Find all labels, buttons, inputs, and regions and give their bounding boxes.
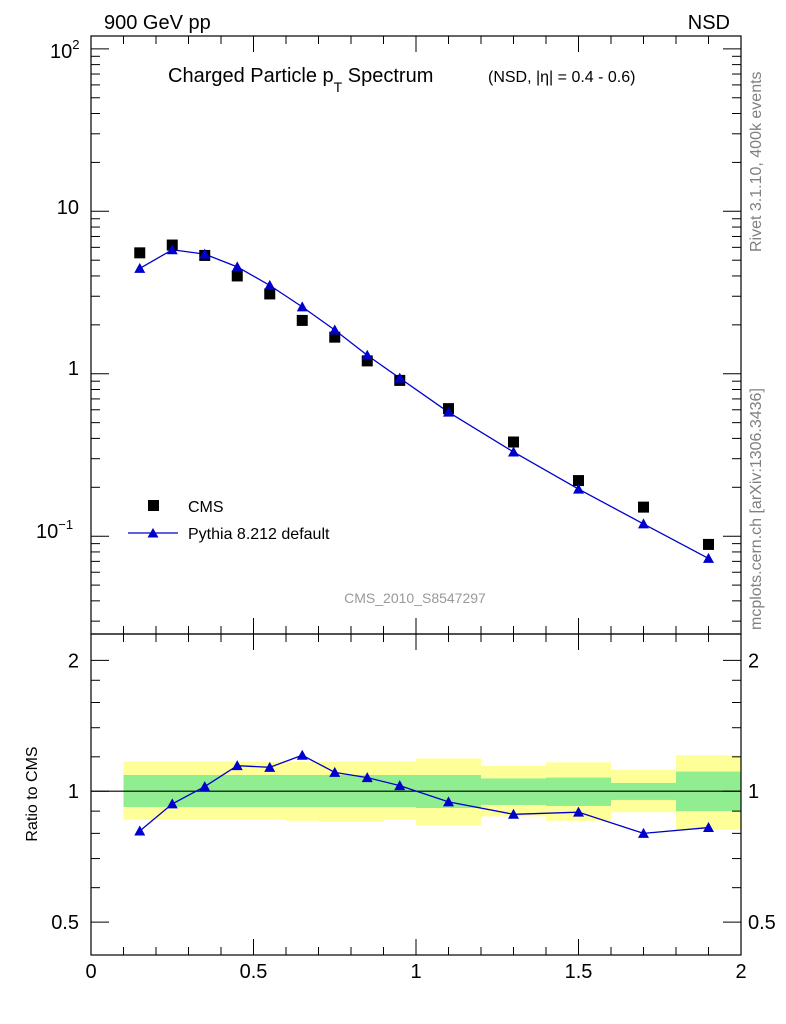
title-main: Charged Particle p — [168, 65, 334, 87]
legend-cms-label: CMS — [188, 499, 224, 516]
pythia-line — [139, 249, 709, 559]
title-subscript: T — [334, 79, 343, 95]
cms-point — [264, 288, 276, 300]
cms-point — [231, 270, 243, 282]
xtick-label: 1.5 — [565, 961, 593, 983]
xtick-label: 0.5 — [240, 961, 268, 983]
legend-pythia-label: Pythia 8.212 default — [188, 526, 330, 543]
legend: CMS Pythia 8.212 default — [128, 499, 330, 543]
ratio-point — [166, 798, 178, 809]
ratio-point — [231, 760, 243, 771]
cms-point — [361, 355, 373, 367]
legend-cms-marker — [148, 500, 159, 511]
ratio-point — [443, 796, 454, 807]
rivet-version-text: Rivet 3.1.10, 400k events — [748, 71, 765, 252]
ratio-data-layer — [134, 749, 714, 838]
ratio-ylabel: Ratio to CMS — [24, 746, 41, 841]
ratio-panel: Ratio to CMS 0.5 0.5 1 1 2 2 0 0.5 1 1.5 2 — [24, 633, 776, 983]
main-frame — [90, 35, 742, 635]
cms-point — [703, 538, 714, 550]
pythia-point — [573, 483, 584, 494]
ratio-point — [703, 822, 714, 833]
pythia-point — [264, 279, 276, 290]
header-right-label: NSD — [688, 12, 730, 34]
ratio-ytick-label-right: 1 — [748, 781, 759, 803]
main-axis-ticks — [90, 36, 742, 634]
ratio-point — [134, 825, 146, 836]
xtick-label: 1 — [410, 961, 421, 983]
ratio-point — [361, 772, 373, 783]
pythia-point — [394, 372, 406, 383]
cms-point — [573, 475, 584, 487]
ratio-ytick-label-left: 2 — [68, 650, 79, 672]
title-tail: Spectrum — [342, 65, 433, 87]
header-left-label: 900 GeV pp — [104, 12, 211, 34]
ytick-label-100: 102 — [50, 37, 79, 63]
pythia-point — [329, 324, 341, 335]
ratio-ytick-label-right: 0.5 — [748, 912, 776, 934]
pythia-point — [296, 301, 308, 312]
ratio-frame — [90, 633, 742, 956]
ratio-ytick-label-right: 2 — [748, 650, 759, 672]
ratio-point — [329, 766, 341, 777]
cms-point — [329, 331, 341, 343]
source-text: mcplots.cern.ch [arXiv:1306.3436] — [748, 388, 765, 630]
ratio-line — [139, 754, 709, 835]
ratio-point — [573, 806, 584, 817]
ratio-uncertainty-bands — [123, 755, 741, 830]
ratio-point — [264, 761, 276, 772]
pythia-point — [231, 261, 243, 272]
pythia-point — [166, 244, 178, 255]
cms-point — [638, 501, 649, 513]
ratio-point — [394, 780, 406, 791]
ratio-tick-labels: 0.5 0.5 1 1 2 2 0 0.5 1 1.5 2 — [51, 650, 776, 983]
ytick-label-0.1: 10−1 — [36, 517, 73, 543]
cms-point — [508, 436, 519, 448]
ratio-axis-ticks — [90, 634, 742, 955]
cms-point — [134, 247, 146, 259]
legend-pythia-marker — [147, 528, 159, 538]
analysis-watermark: CMS_2010_S8547297 — [344, 590, 486, 606]
ratio-ytick-label-left: 1 — [68, 781, 79, 803]
chart-title: Charged Particle pT Spectrum — [168, 65, 433, 95]
main-panel: Charged Particle pT Spectrum (NSD, |η| =… — [36, 35, 742, 635]
pythia-point — [638, 518, 649, 529]
pythia-point — [508, 446, 519, 457]
main-data-layer — [134, 239, 714, 563]
ytick-label-10: 10 — [57, 197, 79, 219]
pythia-point — [199, 248, 211, 259]
ratio-point — [638, 827, 649, 838]
xtick-label: 0 — [85, 961, 96, 983]
xtick-label: 2 — [735, 961, 746, 983]
pythia-point — [361, 349, 373, 360]
pythia-point — [443, 406, 454, 417]
cms-point — [296, 314, 308, 326]
chart-subtitle: (NSD, |η| = 0.4 - 0.6) — [488, 69, 635, 86]
ratio-point — [296, 749, 308, 760]
ratio-ytick-label-left: 0.5 — [51, 912, 79, 934]
ratio-point — [508, 808, 519, 819]
ytick-label-1: 1 — [68, 358, 79, 380]
pythia-point — [134, 262, 146, 273]
ratio-point — [199, 781, 211, 792]
pythia-point — [703, 552, 714, 563]
